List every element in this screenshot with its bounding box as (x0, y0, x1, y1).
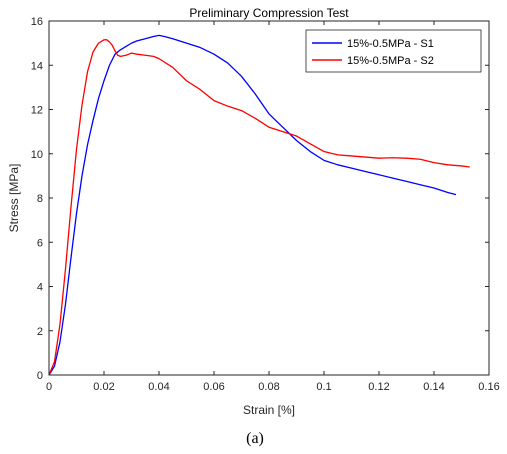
x-tick-label: 0.06 (203, 381, 224, 393)
y-axis-label: Stress [MPa] (7, 164, 21, 233)
x-tick-label: 0.1 (316, 381, 331, 393)
y-tick-label: 2 (37, 326, 43, 338)
y-tick-label: 16 (31, 16, 43, 28)
legend-entries: 15%-0.5MPa - S1 15%-0.5MPa - S2 (312, 38, 434, 67)
chart-title: Preliminary Compression Test (189, 6, 349, 20)
x-tick-label: 0.02 (93, 381, 114, 393)
legend-label-s2: 15%-0.5MPa - S2 (347, 55, 434, 67)
x-tick-label: 0 (46, 381, 52, 393)
legend-label-s1: 15%-0.5MPa - S1 (347, 38, 434, 50)
y-tick-label: 0 (37, 370, 43, 382)
series-line-s1 (48, 34, 457, 376)
series-line-s2 (48, 39, 470, 376)
y-tick-label: 10 (31, 149, 43, 161)
x-tick-label: 0.12 (368, 381, 389, 393)
series-layer (48, 34, 470, 376)
y-tick-label: 14 (31, 60, 43, 72)
x-tick-label: 0.16 (478, 381, 499, 393)
legend: 15%-0.5MPa - S1 15%-0.5MPa - S2 (305, 29, 482, 73)
x-tick-label: 0.14 (423, 381, 444, 393)
y-tick-label: 8 (37, 193, 43, 205)
x-tick-label: 0.04 (148, 381, 169, 393)
y-tick-label: 6 (37, 237, 43, 249)
y-axis-ticks: 0 2 4 6 8 10 12 14 16 (31, 16, 489, 382)
x-tick-label: 0.08 (258, 381, 279, 393)
figure-caption: (a) (246, 430, 264, 447)
x-axis-ticks: 0 0.02 0.04 0.06 0.08 0.1 0.12 0.14 0.16 (46, 21, 500, 393)
legend-box (305, 29, 482, 73)
y-tick-label: 12 (31, 105, 43, 117)
plot-area: 0 0.02 0.04 0.06 0.08 0.1 0.12 0.14 0.16 0 2 4 6 8 10… (31, 16, 500, 393)
plot-frame (48, 20, 490, 376)
x-axis-label: Strain [%] (243, 403, 295, 417)
y-tick-label: 4 (37, 282, 43, 294)
